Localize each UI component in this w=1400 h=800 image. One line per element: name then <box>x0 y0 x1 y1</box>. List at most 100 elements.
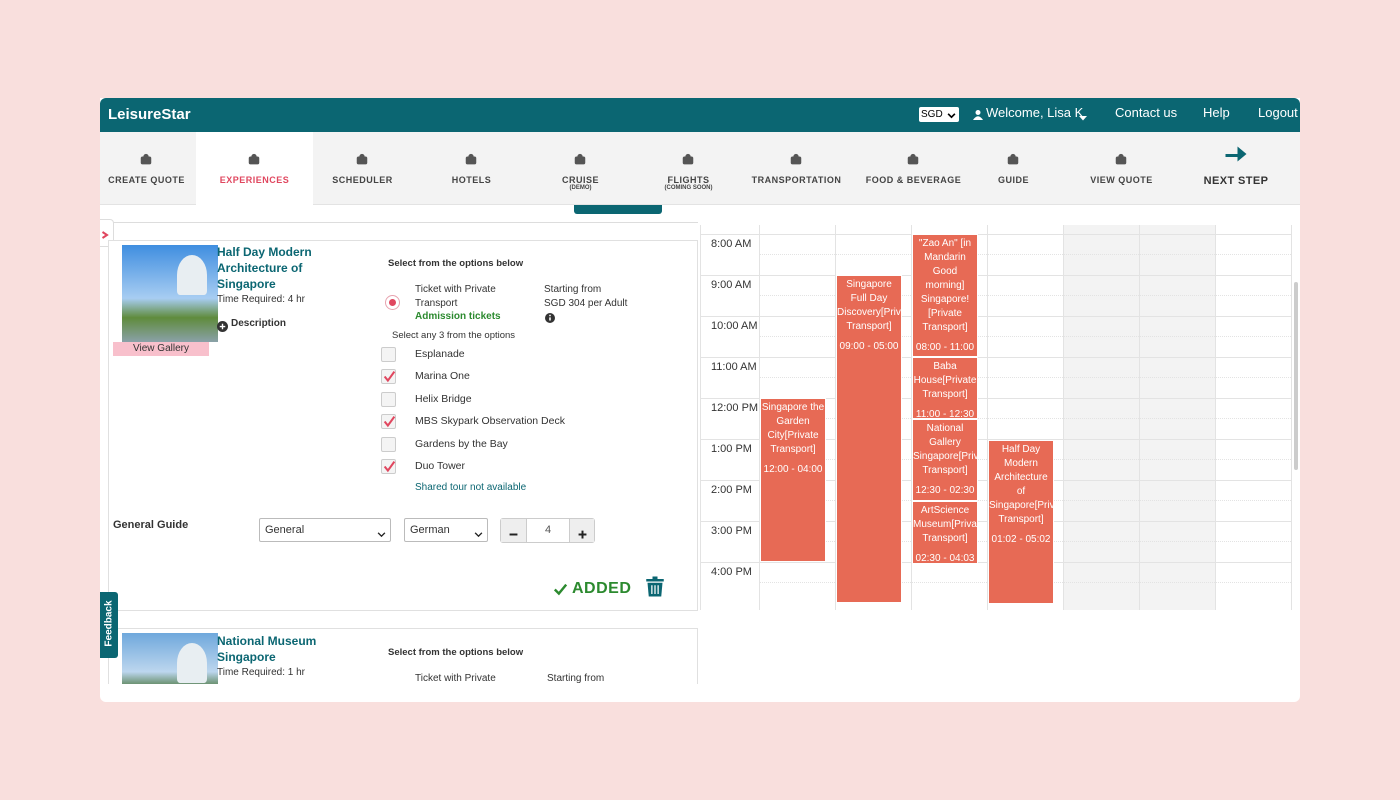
currency-chevron-graphic <box>947 113 956 119</box>
nav-icon-graphic <box>140 153 152 165</box>
time-required: Time Required: 1 hr <box>217 667 305 678</box>
choice-label[interactable]: Marina One <box>415 370 470 383</box>
choice-checkbox[interactable] <box>381 347 396 362</box>
event-title: Singapore the Garden City[Private Transp… <box>761 402 825 455</box>
nav-item[interactable]: VIEW QUOTE <box>1090 175 1153 185</box>
nav-icon <box>573 153 587 167</box>
price-label: Starting from <box>544 284 602 295</box>
calendar-time: 12:00 PM <box>711 402 759 414</box>
choice-checkbox[interactable] <box>381 369 396 385</box>
experience-title[interactable]: National Museum Singapore <box>217 634 317 664</box>
nav-icon-graphic <box>682 153 694 165</box>
nav-item-sub: (COMING SOON) <box>664 185 713 191</box>
calendar-column-line <box>1063 225 1064 610</box>
header-link[interactable]: Contact us <box>1115 105 1178 120</box>
calendar-hour-line <box>701 357 1291 358</box>
calendar-column-line <box>1291 225 1292 610</box>
guide-select-value: General <box>265 524 305 536</box>
user-icon <box>973 108 983 120</box>
calendar-half-line <box>759 418 1291 419</box>
guide-select[interactable]: General <box>259 518 391 542</box>
event-title: Singapore Full Day Discovery[Private Tra… <box>837 279 901 332</box>
nav-item[interactable]: TRANSPORTATION <box>751 175 842 185</box>
calendar-hour-line <box>701 398 1291 399</box>
guide-select[interactable]: German <box>404 518 488 542</box>
option-category: Admission tickets <box>415 311 501 322</box>
nav-item[interactable]: FOOD & BEVERAGE <box>865 175 962 185</box>
price: SGD 304 per Adult <box>544 298 628 309</box>
calendar-event[interactable]: "Zao An" [in Mandarin Good morning] Sing… <box>912 234 978 357</box>
toggle-chevron-graphic <box>101 231 109 239</box>
choice-label[interactable]: Esplanade <box>415 348 465 360</box>
calendar-column-line <box>759 225 760 610</box>
description-icon <box>217 319 228 332</box>
next-step[interactable]: NEXT STEP <box>1203 175 1269 187</box>
calendar-time: 10:00 AM <box>711 320 758 332</box>
experience-card: View Gallery Half Day Modern Architecture… <box>108 240 698 611</box>
minus-icon <box>509 526 518 536</box>
nav-item[interactable]: SCHEDULER <box>332 175 393 185</box>
choice-check <box>383 460 396 473</box>
calendar-event[interactable]: ArtScience Museum[Private Transport] 02:3… <box>912 500 978 565</box>
choice-label[interactable]: Gardens by the Bay <box>415 437 508 450</box>
choice-checkbox[interactable] <box>381 414 396 430</box>
calendar-event[interactable]: Half Day Modern Architecture of Singapor… <box>988 440 1054 605</box>
choice-checkbox[interactable] <box>381 436 396 452</box>
calendar-event[interactable]: Singapore Full Day Discovery[Private Tra… <box>836 275 902 603</box>
nav-item[interactable]: CREATE QUOTE <box>108 175 185 185</box>
nav-icon <box>1006 153 1020 167</box>
choice-check <box>383 415 396 428</box>
next-step-arrow-graphic <box>1225 146 1247 162</box>
option-radio-dot <box>389 299 396 306</box>
image-building <box>177 255 207 295</box>
event-time: 12:30 - 02:30 <box>915 484 975 496</box>
experience-title[interactable]: Half Day Modern Architecture of Singapor… <box>217 245 312 291</box>
choice-checkbox[interactable] <box>381 391 396 407</box>
feedback-tab[interactable]: Feedback <box>100 592 118 658</box>
option-name[interactable]: Ticket with Private Transport <box>415 284 496 309</box>
nav-item[interactable]: HOTELS <box>451 175 492 185</box>
select-chevron-graphic <box>474 532 483 538</box>
choice-label[interactable]: Duo Tower <box>415 460 465 472</box>
nav-icon-graphic <box>1115 153 1127 165</box>
select-chevron <box>377 526 386 538</box>
choice-checkbox[interactable] <box>381 459 396 474</box>
currency-select[interactable]: SGD <box>919 107 959 122</box>
calendar-half-line <box>759 377 1291 378</box>
nav-item[interactable]: CRUISE <box>561 175 599 185</box>
calendar-column-line <box>1215 225 1216 610</box>
header-link[interactable]: Help <box>1203 105 1230 120</box>
calendar-time: 11:00 AM <box>711 361 757 373</box>
choice-label[interactable]: Helix Bridge <box>415 392 472 405</box>
choice-label[interactable]: MBS Skypark Observation Deck <box>415 415 565 428</box>
calendar-scrollbar <box>1294 282 1298 470</box>
nav-item[interactable]: GUIDE <box>997 175 1029 185</box>
quantity-minus[interactable] <box>501 519 527 542</box>
options-heading: Select from the options below <box>388 647 524 658</box>
calendar-event[interactable]: Baba House[Private Transport] 11:00 - 12:… <box>912 357 978 419</box>
calendar-column-line <box>1139 225 1140 610</box>
calendar-event[interactable]: Singapore the Garden City[Private Transp… <box>760 398 826 562</box>
calendar-event[interactable]: National Gallery Singapore[Private Trans… <box>912 418 978 501</box>
nav-item[interactable]: EXPERIENCES <box>219 175 290 185</box>
nav-icon-graphic <box>465 153 477 165</box>
header-link[interactable]: Logout <box>1258 105 1298 120</box>
nav-icon <box>464 153 478 167</box>
panel-button[interactable] <box>574 205 662 214</box>
options-heading: Select from the options below <box>388 258 524 269</box>
event-title: Baba House[Private Transport] <box>913 361 977 400</box>
view-gallery[interactable]: View Gallery <box>113 342 209 356</box>
calendar-closed-day <box>1063 225 1139 610</box>
quantity-plus[interactable] <box>569 519 594 542</box>
calendar-column-line <box>987 225 988 610</box>
welcome-caret <box>1079 109 1087 121</box>
option-name[interactable]: Ticket with Private <box>415 673 496 684</box>
nav-icon-graphic <box>1007 153 1019 165</box>
event-time: 02:30 - 04:03 <box>915 552 975 564</box>
feedback-label[interactable]: Feedback <box>103 600 115 647</box>
description-toggle[interactable]: Description <box>231 318 287 329</box>
nav-item[interactable]: FLIGHTS <box>667 175 710 185</box>
welcome[interactable]: Welcome, Lisa K <box>986 105 1084 120</box>
